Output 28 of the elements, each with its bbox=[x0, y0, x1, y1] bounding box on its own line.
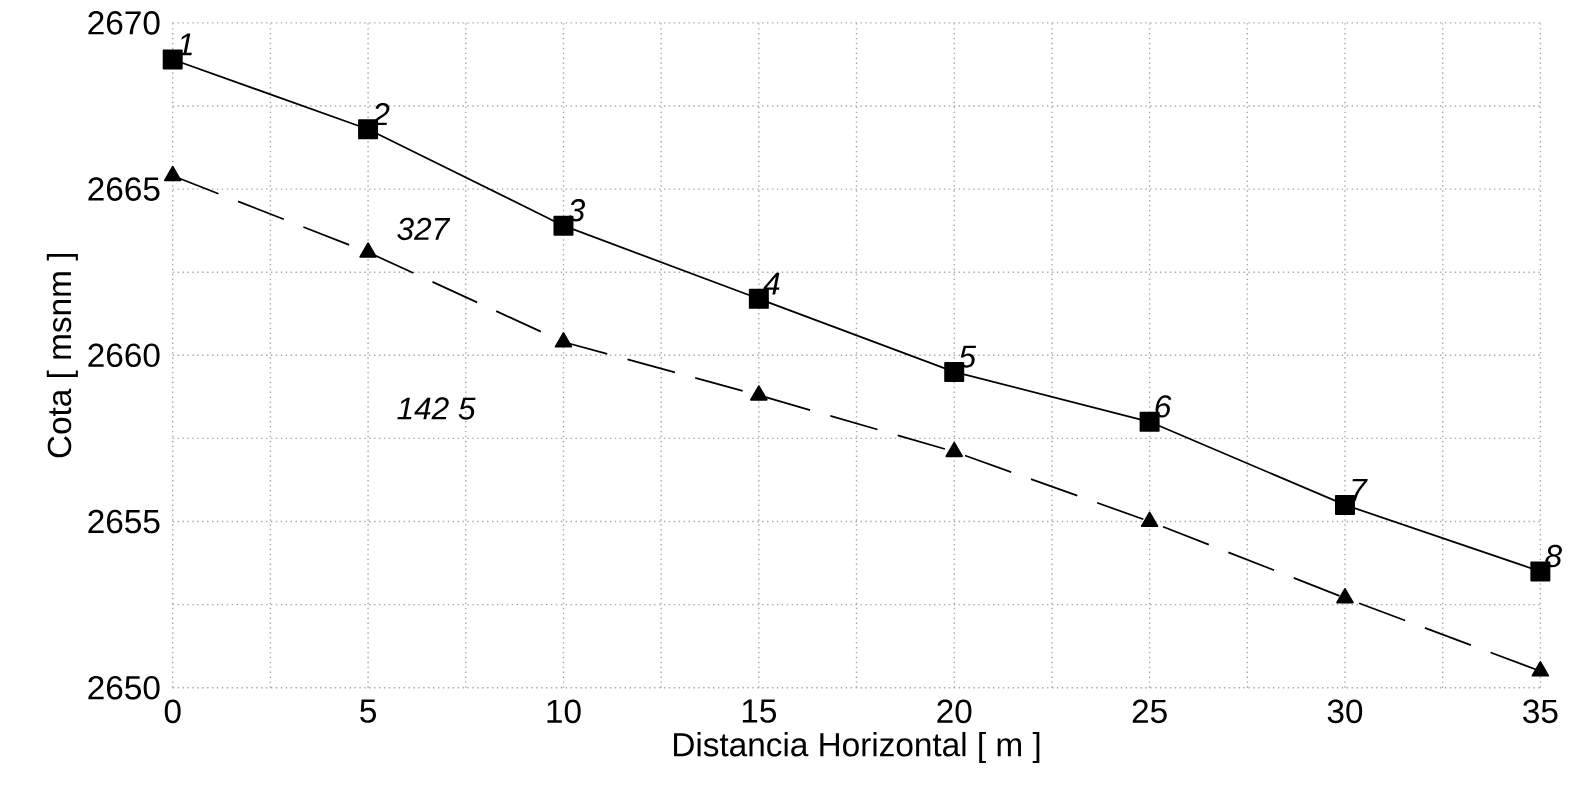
y-tick-label: 2655 bbox=[88, 509, 160, 534]
point bbox=[1531, 661, 1550, 677]
point bbox=[554, 332, 573, 348]
annotation: 327 bbox=[397, 218, 451, 241]
x-axis-title: Distancia Horizontal [ m ] bbox=[674, 732, 1040, 764]
y-tick-label: 2665 bbox=[88, 177, 160, 202]
x-tick-label: 5 bbox=[360, 699, 376, 724]
x-tick-label: 30 bbox=[1327, 699, 1363, 724]
point bbox=[750, 385, 768, 401]
point bbox=[945, 441, 964, 458]
x-tick-label: 35 bbox=[1523, 699, 1558, 724]
annotation: 7 bbox=[1352, 479, 1368, 501]
x-tick-label: 15 bbox=[742, 699, 777, 724]
y-axis-title: Cota [ msnm ] bbox=[46, 254, 78, 458]
annotation: 142 5 bbox=[397, 397, 476, 420]
point bbox=[163, 166, 182, 182]
y-tick-label: 2660 bbox=[88, 343, 160, 368]
point bbox=[1140, 511, 1159, 528]
x-tick-label: 20 bbox=[937, 699, 972, 724]
y-tick-label: 2670 bbox=[88, 11, 160, 35]
annotation: 4 bbox=[763, 273, 780, 295]
point bbox=[162, 49, 183, 70]
y-tick-label: 2650 bbox=[88, 676, 160, 700]
x-tick-label: 25 bbox=[1132, 699, 1167, 724]
x-tick-label: 0 bbox=[164, 699, 181, 724]
point bbox=[1336, 588, 1354, 604]
x-tick-label: 10 bbox=[547, 699, 581, 724]
point bbox=[359, 242, 377, 258]
